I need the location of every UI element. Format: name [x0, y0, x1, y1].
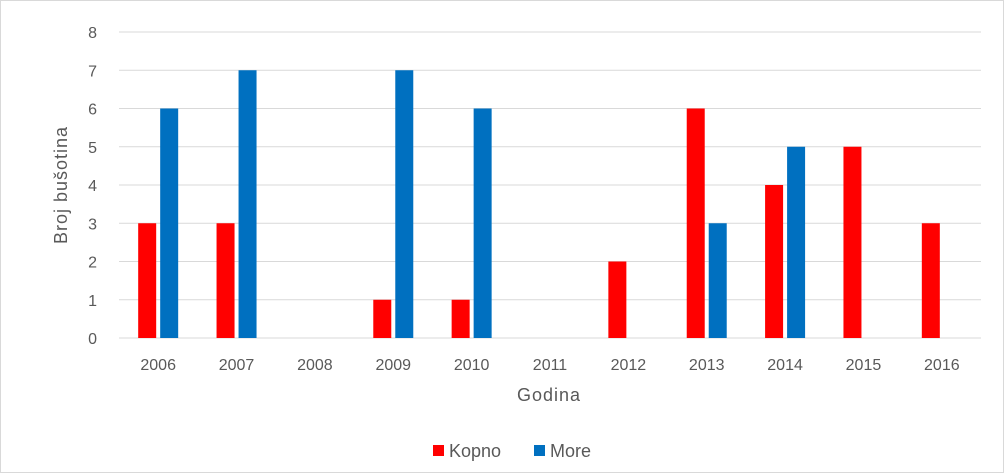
legend: Kopno More: [433, 441, 591, 461]
y-axis-title: Broj bušotina: [51, 126, 71, 244]
bar-more: [238, 70, 257, 338]
legend-swatch-kopno: [433, 445, 444, 456]
x-tick-label: 2006: [140, 357, 176, 374]
y-tick-label: 5: [88, 140, 97, 157]
y-tick-label: 6: [88, 102, 97, 119]
y-axis-ticks: 0 1 2 3 4 5 6 7 8: [88, 25, 97, 348]
bar-more: [787, 146, 806, 338]
gridlines: [119, 31, 981, 339]
bar-kopno: [765, 185, 784, 338]
bars: [138, 70, 940, 338]
y-tick-label: 4: [88, 178, 97, 195]
x-tick-label: 2012: [611, 357, 647, 374]
bar-kopno: [373, 299, 392, 338]
x-axis-ticks: 2006 2007 2008 2009 2010 2011 2012 2013 2014 2015…: [140, 357, 959, 374]
x-tick-label: 2014: [767, 357, 803, 374]
bar-more: [708, 223, 727, 338]
y-tick-label: 3: [88, 216, 97, 233]
x-tick-label: 2008: [297, 357, 333, 374]
y-tick-label: 7: [88, 63, 97, 80]
x-tick-label: 2011: [533, 357, 568, 374]
y-tick-label: 1: [88, 293, 97, 310]
bar-kopno: [608, 261, 627, 338]
y-tick-label: 8: [88, 25, 97, 42]
x-tick-label: 2007: [219, 357, 255, 374]
y-tick-label: 2: [88, 255, 97, 272]
x-tick-label: 2013: [689, 357, 725, 374]
bar-kopno: [843, 146, 862, 338]
bar-more: [395, 70, 414, 338]
bar-kopno: [686, 108, 705, 338]
x-tick-label: 2016: [924, 357, 960, 374]
x-tick-label: 2009: [375, 357, 411, 374]
bar-kopno: [216, 223, 235, 338]
bar-kopno: [138, 223, 157, 338]
legend-label-kopno: Kopno: [449, 441, 501, 461]
legend-swatch-more: [534, 445, 545, 456]
legend-label-more: More: [550, 441, 591, 461]
bar-kopno: [921, 223, 940, 338]
x-tick-label: 2015: [846, 357, 882, 374]
x-tick-label: 2010: [454, 357, 490, 374]
y-tick-label: 0: [88, 331, 97, 348]
x-axis-title: Godina: [517, 385, 581, 405]
bar-more: [473, 108, 492, 338]
bar-kopno: [451, 299, 470, 338]
bar-more: [160, 108, 179, 338]
